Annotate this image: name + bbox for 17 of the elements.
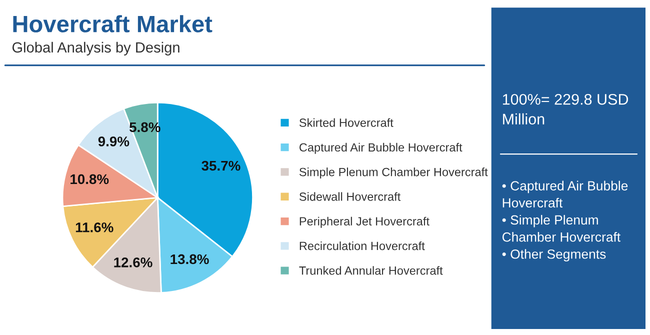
text: • Captured Air Bubble Hovercraft • Simple Plenum Chamber Hovercraft • Other Segments xyxy=(502,180,628,262)
legend-label: Trunked Annular Hovercraft xyxy=(299,266,443,275)
legend-label: Recirculation Hovercraft xyxy=(300,241,425,250)
text: 100%= 229.8 USD Million xyxy=(502,94,628,125)
data-label: 12.6% xyxy=(114,257,152,268)
data-label: 10.8% xyxy=(70,174,109,184)
data-label: 35.7% xyxy=(202,160,240,171)
chart-title: Hovercraft Market xyxy=(13,15,212,32)
legend-label: Simple Plenum Chamber Hovercraft xyxy=(299,168,488,179)
data-label: 11.6% xyxy=(76,222,114,232)
data-label: 9.9% xyxy=(98,136,130,146)
chart-subtitle: Global Analysis by Design xyxy=(12,42,180,56)
legend-label: Skirted Hovercraft xyxy=(299,118,394,127)
data-label: 13.8% xyxy=(170,254,209,264)
legend-label: Sidewall Hovercraft xyxy=(299,192,401,201)
legend-label: Captured Air Bubble Hovercraft xyxy=(300,142,462,154)
legend-label: Peripheral Jet Hovercraft xyxy=(300,216,430,228)
